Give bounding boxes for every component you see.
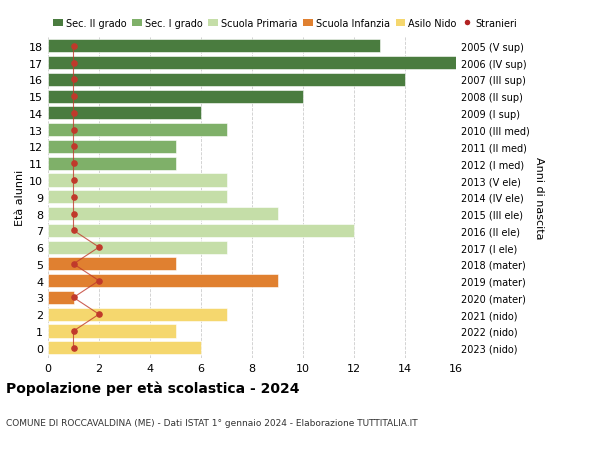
Bar bbox=[48, 207, 277, 221]
Bar bbox=[48, 341, 201, 354]
Point bbox=[69, 294, 78, 302]
Bar bbox=[48, 291, 74, 304]
Bar bbox=[48, 107, 201, 120]
Bar bbox=[48, 191, 227, 204]
Bar bbox=[48, 224, 354, 237]
Point bbox=[69, 261, 78, 268]
Bar bbox=[48, 274, 277, 288]
Point bbox=[69, 127, 78, 134]
Bar bbox=[48, 140, 176, 154]
Text: Popolazione per età scolastica - 2024: Popolazione per età scolastica - 2024 bbox=[6, 381, 299, 396]
Point bbox=[69, 110, 78, 118]
Point bbox=[69, 77, 78, 84]
Bar bbox=[48, 157, 176, 170]
Point bbox=[69, 60, 78, 67]
Bar bbox=[48, 174, 227, 187]
Bar bbox=[48, 74, 405, 87]
Bar bbox=[48, 308, 227, 321]
Legend: Sec. II grado, Sec. I grado, Scuola Primaria, Scuola Infanzia, Asilo Nido, Stran: Sec. II grado, Sec. I grado, Scuola Prim… bbox=[53, 19, 517, 28]
Point bbox=[69, 194, 78, 201]
Point bbox=[94, 244, 104, 251]
Point bbox=[69, 93, 78, 101]
Point bbox=[69, 227, 78, 235]
Bar bbox=[48, 258, 176, 271]
Text: COMUNE DI ROCCAVALDINA (ME) - Dati ISTAT 1° gennaio 2024 - Elaborazione TUTTITAL: COMUNE DI ROCCAVALDINA (ME) - Dati ISTAT… bbox=[6, 418, 418, 427]
Point bbox=[94, 277, 104, 285]
Bar bbox=[48, 40, 380, 53]
Y-axis label: Età alunni: Età alunni bbox=[15, 169, 25, 225]
Point bbox=[69, 210, 78, 218]
Bar bbox=[48, 325, 176, 338]
Bar bbox=[48, 57, 456, 70]
Point bbox=[69, 144, 78, 151]
Bar bbox=[48, 241, 227, 254]
Point bbox=[94, 311, 104, 318]
Y-axis label: Anni di nascita: Anni di nascita bbox=[533, 156, 544, 239]
Point bbox=[69, 43, 78, 50]
Point bbox=[69, 160, 78, 168]
Point bbox=[69, 328, 78, 335]
Bar bbox=[48, 124, 227, 137]
Point bbox=[69, 177, 78, 185]
Bar bbox=[48, 90, 303, 103]
Point bbox=[69, 344, 78, 352]
